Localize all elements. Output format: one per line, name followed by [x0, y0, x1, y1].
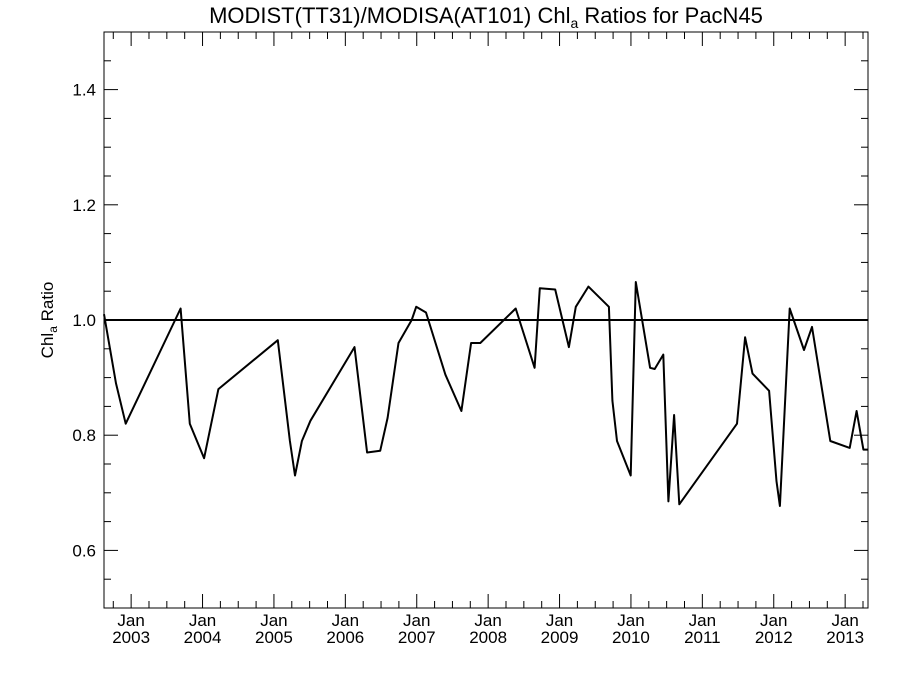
x-tick-year-label: 2013	[826, 628, 864, 647]
x-tick-month-label: Jan	[474, 611, 501, 630]
y-tick-label: 1.2	[72, 196, 96, 215]
x-tick-year-label: 2010	[612, 628, 650, 647]
x-tick-month-label: Jan	[403, 611, 430, 630]
x-tick-year-label: 2005	[255, 628, 293, 647]
y-tick-label: 1.0	[72, 311, 96, 330]
x-tick-month-label: Jan	[117, 611, 144, 630]
x-tick-month-label: Jan	[546, 611, 573, 630]
x-tick-year-label: 2004	[184, 628, 222, 647]
y-tick-label: 0.6	[72, 541, 96, 560]
x-tick-year-label: 2012	[755, 628, 793, 647]
series-line	[103, 281, 868, 507]
x-tick-month-label: Jan	[189, 611, 216, 630]
x-tick-month-label: Jan	[260, 611, 287, 630]
x-tick-year-label: 2009	[541, 628, 579, 647]
axis-ticks	[104, 31, 868, 609]
x-tick-year-label: 2007	[398, 628, 436, 647]
x-tick-month-label: Jan	[689, 611, 716, 630]
x-tick-month-label: Jan	[332, 611, 359, 630]
x-tick-month-label: Jan	[831, 611, 858, 630]
x-tick-month-label: Jan	[617, 611, 644, 630]
x-tick-year-label: 2003	[112, 628, 150, 647]
x-tick-labels: Jan2003Jan2004Jan2005Jan2006Jan2007Jan20…	[112, 611, 864, 647]
x-tick-year-label: 2011	[684, 628, 721, 647]
y-tick-label: 0.8	[72, 426, 96, 445]
y-tick-label: 1.4	[72, 81, 96, 100]
x-tick-year-label: 2006	[326, 628, 364, 647]
chart-title: MODIST(TT31)/MODISA(AT101) Chla Ratios f…	[209, 3, 763, 31]
y-tick-labels: 0.6 0.8 1.0 1.2 1.4	[72, 81, 96, 561]
x-tick-year-label: 2008	[469, 628, 507, 647]
x-tick-month-label: Jan	[760, 611, 787, 630]
